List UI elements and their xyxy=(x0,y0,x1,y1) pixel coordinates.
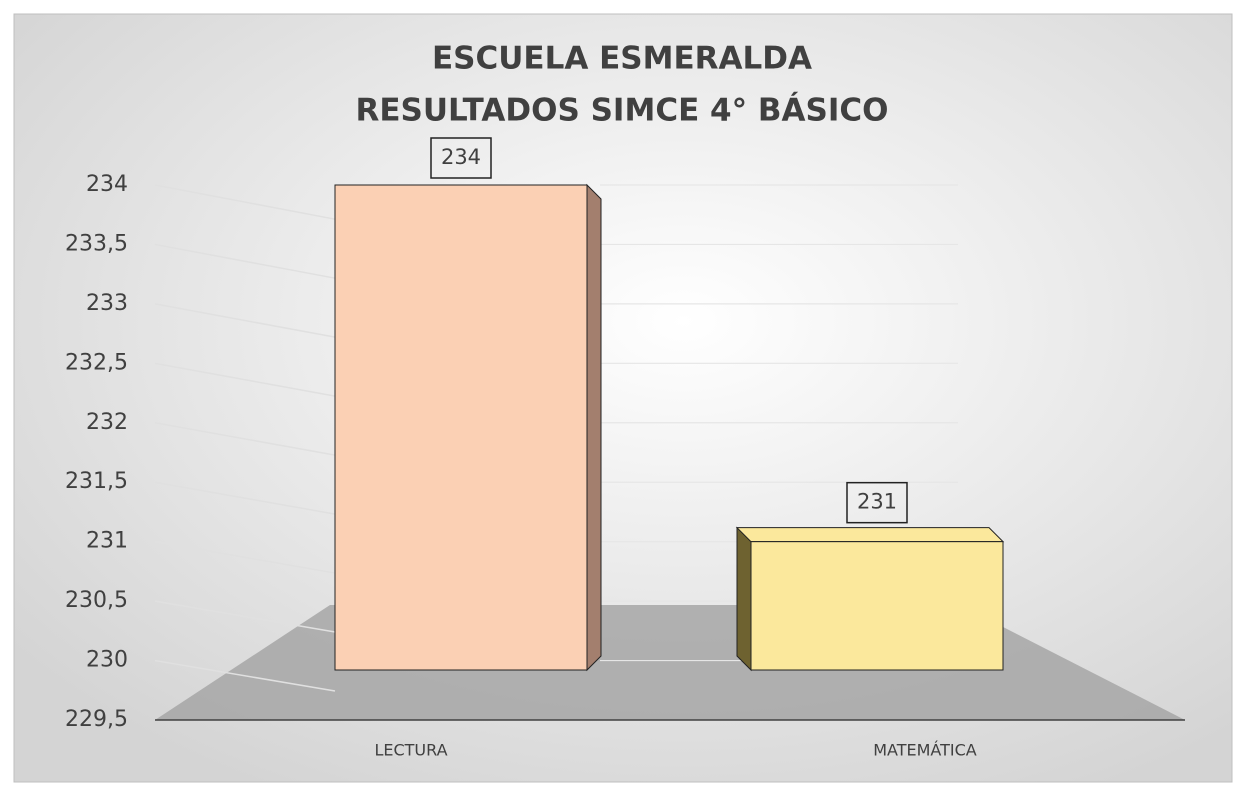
y-tick-label: 230,5 xyxy=(65,588,128,613)
grid-line xyxy=(154,303,336,338)
bar xyxy=(334,184,588,671)
data-label: 234 xyxy=(441,145,481,169)
x-tick-label: LECTURA xyxy=(374,741,447,760)
grid-line xyxy=(154,540,336,574)
y-tick-label: 231 xyxy=(86,529,128,554)
data-label-box xyxy=(846,481,908,524)
data-label-box xyxy=(430,137,492,179)
grid-line xyxy=(154,481,336,515)
y-tick-label: 232 xyxy=(86,410,128,435)
chart-subtitle: RESULTADOS SIMCE 4° BÁSICO xyxy=(356,93,889,129)
y-tick-label: 231,5 xyxy=(65,469,128,494)
bar-top xyxy=(735,527,1005,543)
y-tick-label: 233,5 xyxy=(65,231,128,256)
grid-line xyxy=(154,184,336,220)
chart-title: ESCUELA ESMERALDA xyxy=(432,41,812,77)
grid-line xyxy=(154,362,336,397)
bar-side xyxy=(586,183,602,672)
y-tick-label: 232,5 xyxy=(65,350,128,375)
grid-line xyxy=(154,243,336,279)
bar-side xyxy=(736,526,752,672)
x-tick-label: MATEMÁTICA xyxy=(873,741,977,760)
y-tick-label: 233 xyxy=(86,291,128,316)
y-tick-label: 229,5 xyxy=(65,707,128,732)
grid-line xyxy=(154,422,336,456)
y-tick-label: 234 xyxy=(86,172,128,197)
grid-line xyxy=(154,600,336,633)
grid-line xyxy=(154,659,336,692)
data-label: 231 xyxy=(857,490,897,514)
bar xyxy=(750,541,1004,671)
y-tick-label: 230 xyxy=(86,648,128,673)
